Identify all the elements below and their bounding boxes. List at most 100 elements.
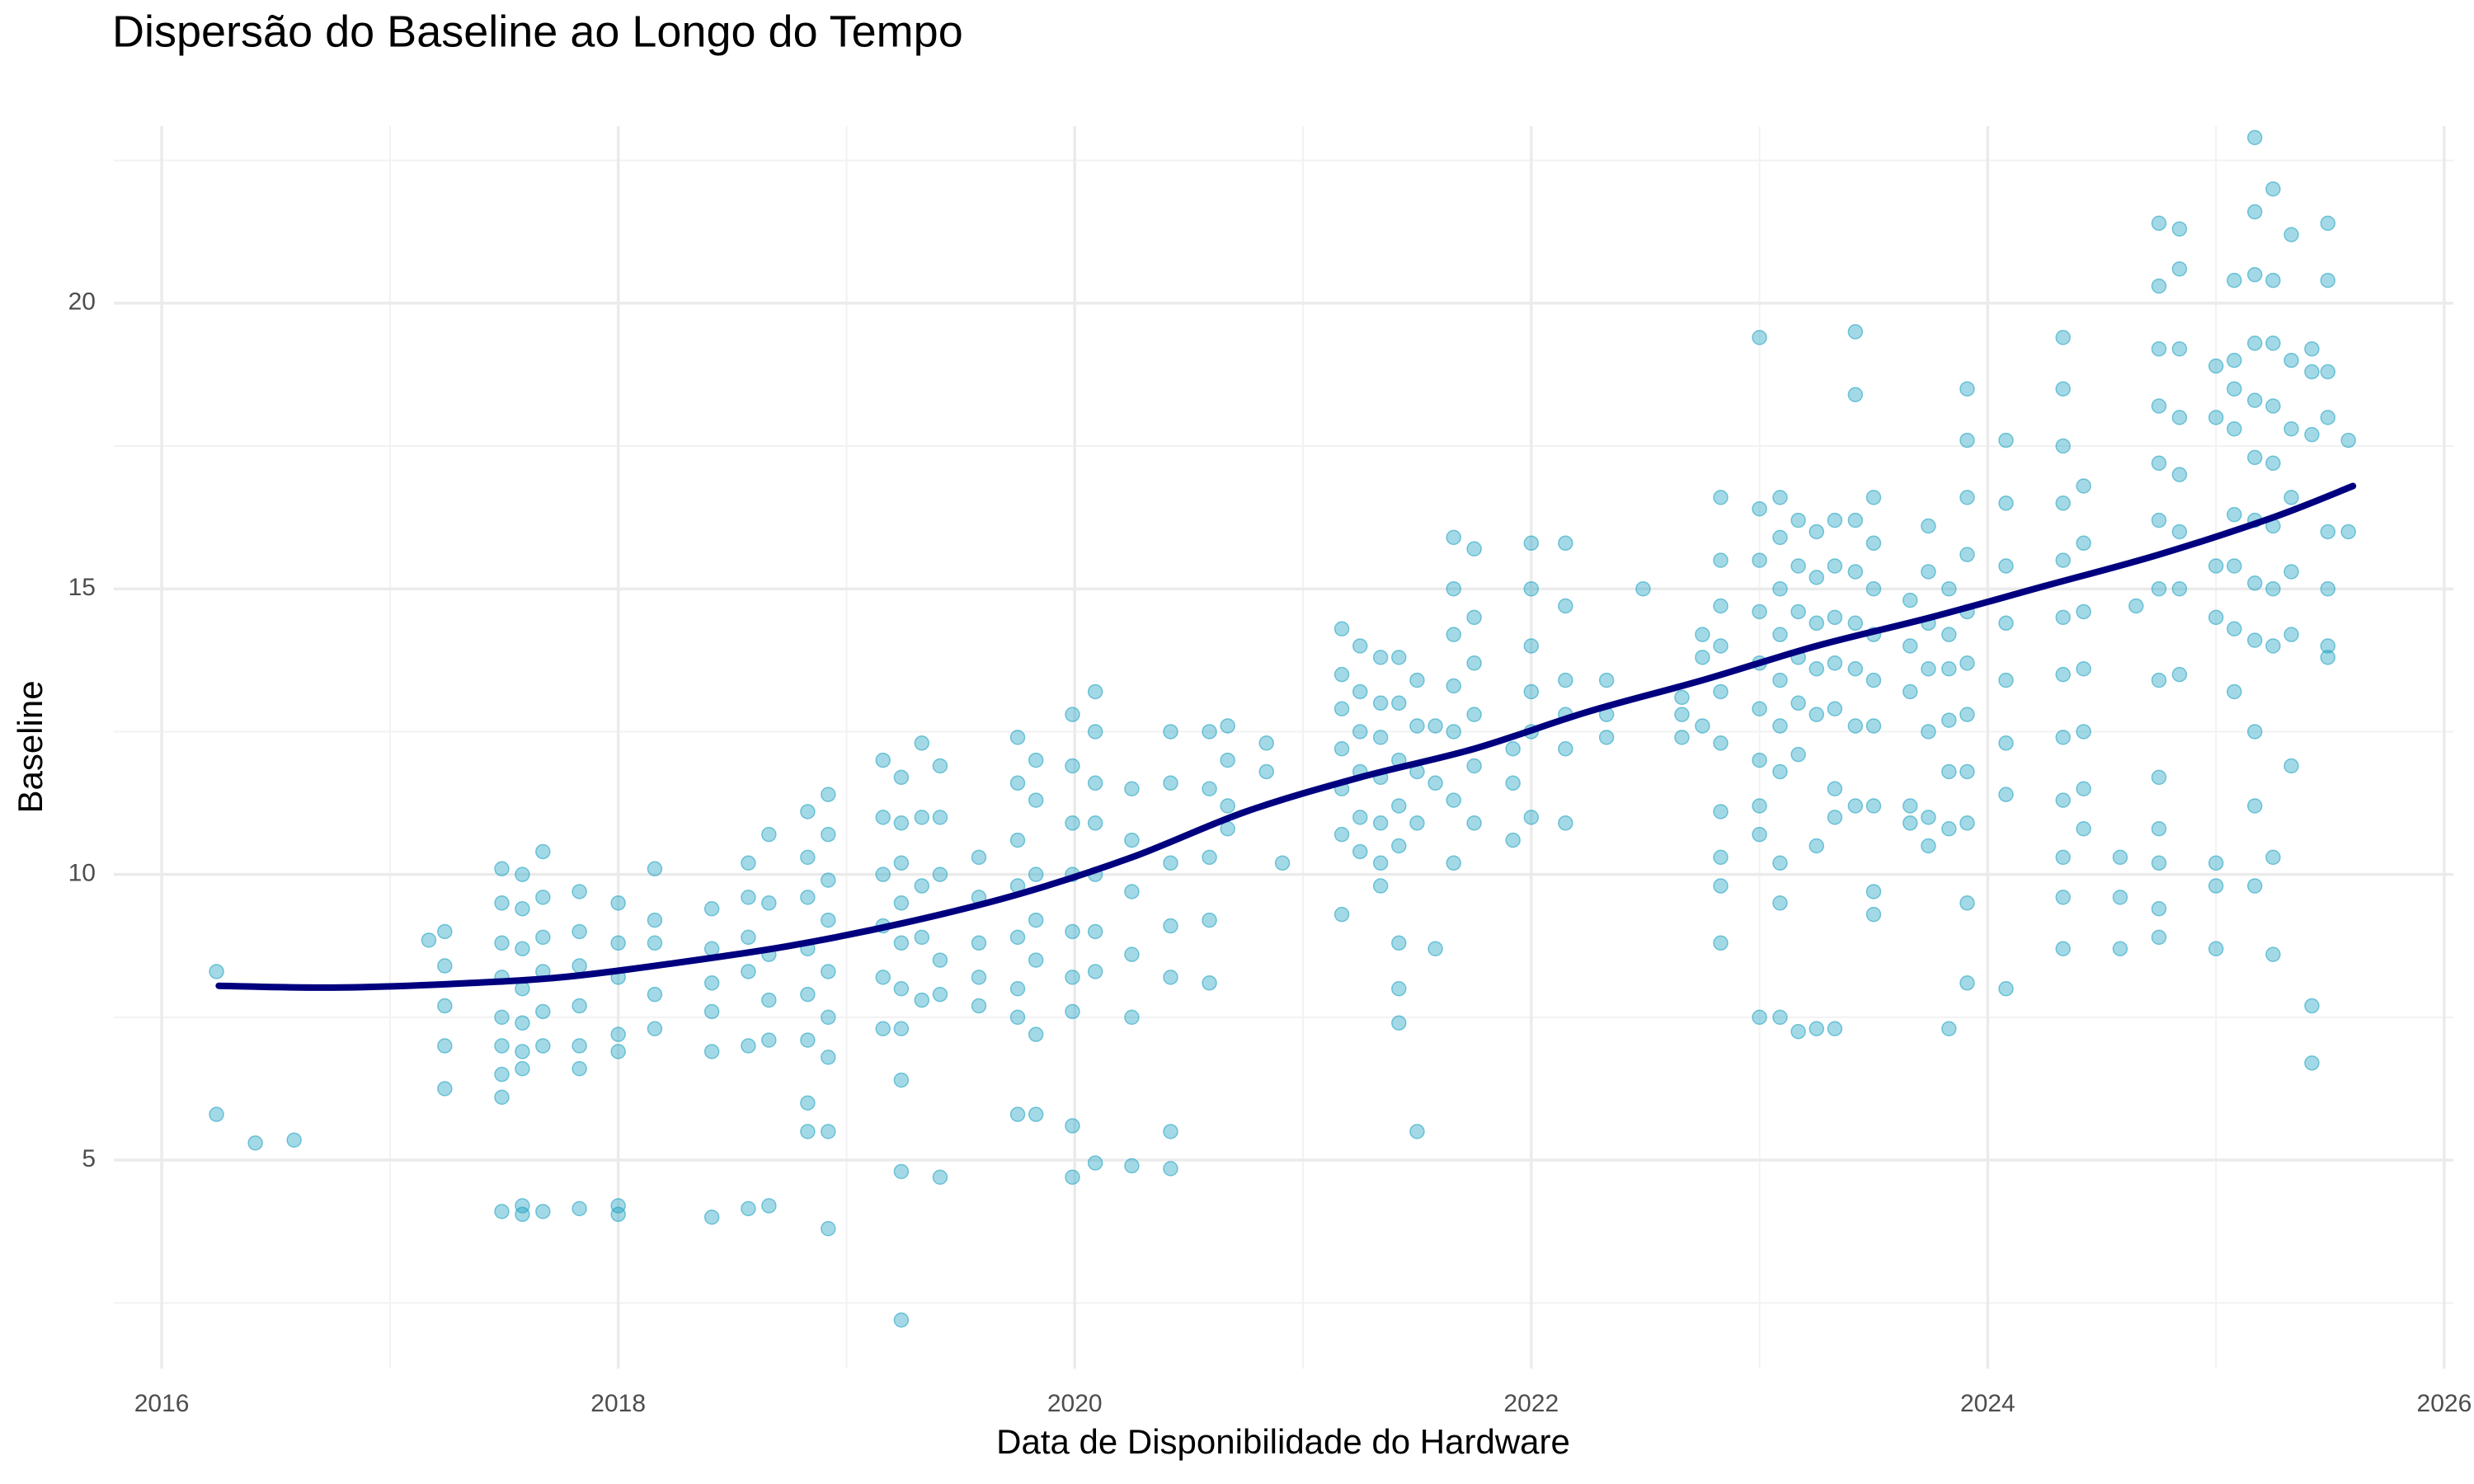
point bbox=[2304, 426, 2320, 443]
point bbox=[494, 1204, 510, 1219]
point bbox=[914, 810, 930, 825]
point bbox=[1827, 1021, 1843, 1036]
point bbox=[2055, 849, 2071, 866]
point bbox=[1752, 826, 1767, 843]
point bbox=[1352, 724, 1368, 740]
point bbox=[1505, 740, 1521, 757]
point bbox=[2208, 941, 2224, 956]
point bbox=[1202, 975, 1217, 991]
point bbox=[932, 952, 948, 968]
point bbox=[515, 900, 530, 917]
point bbox=[2171, 221, 2188, 237]
point bbox=[1352, 810, 1368, 825]
point bbox=[515, 1206, 530, 1223]
point bbox=[1065, 923, 1080, 940]
point bbox=[1087, 683, 1103, 700]
point bbox=[1941, 820, 1957, 837]
point bbox=[610, 935, 626, 951]
point bbox=[1028, 912, 1044, 928]
x-axis-title: Data de Disponibilidade do Hardware bbox=[996, 1422, 1570, 1461]
point bbox=[821, 872, 836, 888]
point bbox=[1998, 787, 2014, 802]
point bbox=[1941, 712, 1957, 728]
point bbox=[2227, 352, 2242, 369]
point bbox=[1674, 730, 1690, 745]
point bbox=[1959, 895, 1975, 911]
point bbox=[741, 929, 756, 946]
point bbox=[1087, 815, 1103, 831]
point bbox=[1772, 672, 1788, 688]
point bbox=[1124, 946, 1140, 962]
point bbox=[2304, 340, 2320, 357]
point bbox=[1372, 730, 1389, 745]
point bbox=[1333, 666, 1350, 683]
point bbox=[2265, 336, 2281, 351]
point bbox=[2055, 666, 2071, 683]
point bbox=[1827, 810, 1843, 825]
point bbox=[535, 843, 551, 860]
point bbox=[1163, 970, 1178, 985]
point bbox=[2112, 941, 2128, 956]
point bbox=[1028, 1026, 1044, 1042]
point bbox=[1258, 763, 1274, 780]
point bbox=[2340, 432, 2356, 448]
point bbox=[1333, 906, 1350, 923]
point bbox=[914, 735, 930, 751]
point bbox=[1772, 895, 1788, 911]
point bbox=[1009, 832, 1026, 848]
point bbox=[647, 986, 663, 1003]
point bbox=[1674, 689, 1690, 706]
point bbox=[1752, 1009, 1767, 1026]
point bbox=[1713, 735, 1729, 751]
point bbox=[1865, 535, 1882, 552]
point bbox=[2246, 575, 2263, 591]
point bbox=[286, 1132, 302, 1148]
point bbox=[1808, 570, 1825, 585]
point bbox=[2320, 638, 2336, 654]
point bbox=[2304, 1055, 2320, 1071]
point bbox=[2284, 490, 2299, 505]
point bbox=[1959, 381, 1975, 397]
point bbox=[1391, 838, 1407, 854]
point bbox=[741, 1200, 756, 1217]
point bbox=[1333, 621, 1350, 636]
point bbox=[1009, 980, 1026, 997]
point bbox=[1959, 432, 1975, 448]
point bbox=[932, 810, 948, 825]
point bbox=[1065, 815, 1080, 831]
point bbox=[1959, 707, 1975, 722]
point bbox=[1941, 763, 1957, 780]
point bbox=[1713, 683, 1729, 700]
point bbox=[761, 1198, 777, 1214]
point bbox=[1903, 815, 1918, 831]
point bbox=[1772, 763, 1788, 780]
point bbox=[2171, 524, 2188, 540]
point bbox=[2246, 336, 2263, 351]
point bbox=[1466, 541, 1482, 556]
point bbox=[2055, 495, 2071, 511]
point bbox=[1941, 660, 1957, 677]
point bbox=[1558, 740, 1573, 757]
point bbox=[932, 758, 948, 774]
point bbox=[1558, 672, 1573, 688]
point bbox=[1713, 490, 1729, 505]
point bbox=[2265, 849, 2281, 866]
point bbox=[2340, 524, 2356, 540]
point bbox=[1087, 964, 1103, 979]
point bbox=[1827, 701, 1843, 716]
point bbox=[1163, 775, 1178, 791]
point bbox=[1523, 580, 1540, 597]
marks bbox=[209, 129, 2357, 1328]
point bbox=[2151, 398, 2167, 414]
point bbox=[971, 935, 987, 951]
point bbox=[1446, 627, 1461, 642]
point bbox=[800, 1124, 816, 1139]
point bbox=[1752, 603, 1767, 620]
point bbox=[2151, 929, 2167, 946]
point bbox=[1352, 638, 1368, 654]
point bbox=[1446, 724, 1461, 740]
point bbox=[2076, 603, 2091, 620]
point bbox=[1713, 638, 1729, 654]
point bbox=[1847, 798, 1864, 814]
point bbox=[1124, 884, 1140, 899]
